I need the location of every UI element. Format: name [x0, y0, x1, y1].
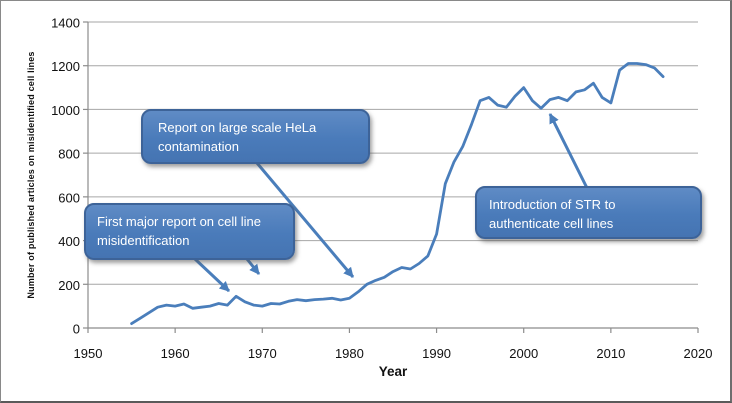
callout-str-introduction: Introduction of STR to authenticate cell…	[475, 186, 702, 239]
callout-first-major-report-text: First major report on cell line misident…	[97, 214, 261, 248]
y-tick-label: 1400	[51, 16, 80, 31]
x-tick-label: 1950	[74, 346, 103, 361]
x-tick-label: 2000	[509, 346, 538, 361]
annotation-arrow	[548, 113, 589, 189]
plot-area: 0 200 400 600 800 1000 1200 1400 1950 1960 1970 198…	[51, 16, 712, 362]
x-tick-label: 2010	[596, 346, 625, 361]
y-tick-label: 400	[58, 234, 80, 249]
data-line	[130, 62, 665, 326]
x-tick-label: 1960	[161, 346, 190, 361]
callout-hela-contamination: Report on large scale HeLa contamination	[141, 109, 370, 164]
callout-hela-contamination-text: Report on large scale HeLa contamination	[158, 120, 317, 154]
y-tick-label: 600	[58, 190, 80, 205]
callout-str-introduction-text: Introduction of STR to authenticate cell…	[489, 197, 616, 231]
y-tick-label: 1000	[51, 103, 80, 118]
x-axis-title: Year	[379, 364, 408, 379]
y-tick-label: 1200	[51, 59, 80, 74]
annotation-arrow	[193, 257, 231, 293]
x-tick-label: 2020	[684, 346, 713, 361]
annotation-arrow	[255, 162, 355, 278]
y-tick-label: 0	[73, 322, 80, 337]
y-tick-label: 800	[58, 147, 80, 162]
x-tick-label: 1990	[422, 346, 451, 361]
annotation-arrow	[245, 258, 261, 275]
callout-first-major-report: First major report on cell line misident…	[84, 203, 295, 260]
y-tick-label: 200	[58, 278, 80, 293]
x-tick-label: 1980	[335, 346, 364, 361]
y-axis-title: Number of published articles on misident…	[26, 51, 36, 298]
x-tick-label: 1970	[248, 346, 277, 361]
